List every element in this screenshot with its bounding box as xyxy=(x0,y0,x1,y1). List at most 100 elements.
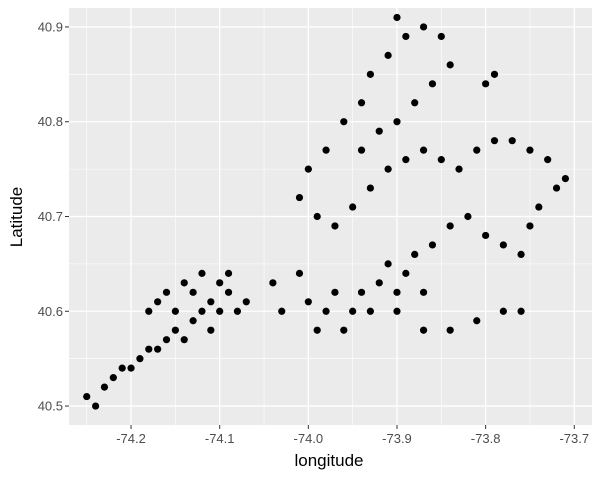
x-tick-label: -74.0 xyxy=(294,431,324,446)
data-point xyxy=(428,80,437,88)
data-point xyxy=(419,23,428,31)
y-axis-title: Latitude xyxy=(7,187,26,248)
data-point xyxy=(304,165,312,173)
data-point xyxy=(428,241,437,249)
data-point xyxy=(455,165,463,173)
data-point xyxy=(340,326,348,334)
data-point xyxy=(464,212,472,221)
data-point xyxy=(402,269,410,277)
data-point xyxy=(145,307,153,315)
data-point xyxy=(499,307,507,315)
data-point xyxy=(357,288,366,296)
data-point xyxy=(216,307,224,315)
data-point xyxy=(437,32,445,41)
data-point xyxy=(499,241,507,249)
data-point xyxy=(224,269,233,277)
data-point xyxy=(313,326,321,334)
data-point xyxy=(517,250,525,259)
data-point xyxy=(171,307,179,315)
data-point xyxy=(127,364,135,372)
data-point xyxy=(446,222,454,230)
data-point xyxy=(482,80,490,88)
data-point xyxy=(207,298,215,306)
data-point xyxy=(366,70,374,78)
data-point xyxy=(446,61,454,69)
data-point xyxy=(189,317,197,325)
data-point xyxy=(136,355,144,363)
data-point xyxy=(304,298,312,306)
x-tick-label: -74.1 xyxy=(205,431,235,446)
data-point xyxy=(402,156,410,164)
data-point xyxy=(473,146,481,154)
data-point xyxy=(384,165,392,173)
data-point xyxy=(349,307,357,315)
data-point xyxy=(419,146,428,154)
data-point xyxy=(552,184,561,192)
data-point xyxy=(490,137,499,145)
data-point xyxy=(313,212,321,221)
data-point xyxy=(233,307,242,315)
data-point xyxy=(561,174,570,183)
data-point xyxy=(340,118,348,126)
data-point xyxy=(295,193,304,202)
data-point xyxy=(145,345,153,353)
data-point xyxy=(535,203,543,211)
y-tick-label: 40.5 xyxy=(38,399,63,414)
y-axis-ticks: 40.5 40.6 40.7 40.8 40.9 xyxy=(38,19,69,414)
x-axis-title: longitude xyxy=(294,451,363,470)
data-point xyxy=(393,13,401,22)
data-point xyxy=(154,345,162,353)
data-point xyxy=(180,336,188,344)
data-point xyxy=(402,32,410,41)
data-point xyxy=(490,70,499,78)
data-point xyxy=(437,156,445,164)
data-point xyxy=(278,307,286,315)
data-point xyxy=(349,203,357,211)
x-tick-label: -73.9 xyxy=(382,431,412,446)
data-point xyxy=(384,260,392,268)
data-point xyxy=(295,269,304,277)
data-point xyxy=(384,51,392,59)
data-point xyxy=(526,146,534,154)
data-point xyxy=(109,374,117,382)
data-point xyxy=(393,288,401,296)
y-tick-label: 40.8 xyxy=(38,114,63,129)
x-tick-label: -74.2 xyxy=(116,431,146,446)
data-point xyxy=(375,127,383,135)
major-gridlines xyxy=(69,8,592,425)
y-tick-label: 40.6 xyxy=(38,304,63,319)
data-point xyxy=(154,298,162,306)
x-tick-label: -73.7 xyxy=(559,431,589,446)
data-point xyxy=(198,269,206,277)
data-point xyxy=(544,156,552,164)
data-point xyxy=(419,288,428,296)
data-point xyxy=(508,137,516,145)
y-tick-label: 40.7 xyxy=(38,209,63,224)
data-point xyxy=(224,288,233,296)
data-point xyxy=(198,307,206,315)
data-point xyxy=(411,99,419,107)
data-point xyxy=(189,288,197,296)
data-point xyxy=(91,402,100,410)
data-point xyxy=(216,279,224,287)
data-point xyxy=(118,364,126,372)
data-point xyxy=(331,222,339,230)
data-point xyxy=(393,307,401,315)
data-point xyxy=(357,146,366,154)
data-point xyxy=(393,118,401,126)
data-point xyxy=(517,307,525,315)
data-point xyxy=(207,326,215,334)
data-point xyxy=(366,307,374,315)
data-point xyxy=(162,336,171,344)
data-point xyxy=(446,326,454,334)
data-point xyxy=(526,222,534,230)
x-tick-label: -73.8 xyxy=(471,431,501,446)
data-point xyxy=(473,317,481,325)
data-point xyxy=(411,250,419,259)
data-point xyxy=(322,307,330,315)
data-point xyxy=(331,288,339,296)
data-point xyxy=(419,326,428,334)
x-axis-ticks: -74.2 -74.1 -74.0 -73.9 -73.8 -73.7 xyxy=(116,425,589,446)
data-point xyxy=(162,288,171,296)
